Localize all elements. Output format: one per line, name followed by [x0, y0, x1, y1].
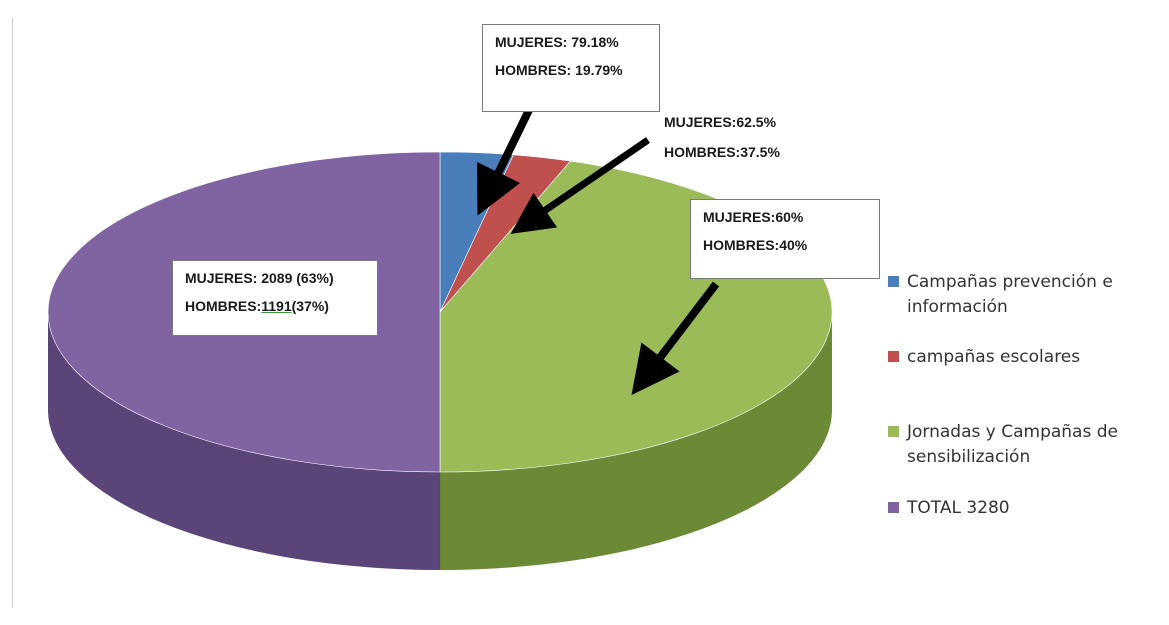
annotation-total-hombres-pct: (37%) [291, 298, 329, 314]
arrow-jornadas [631, 281, 720, 396]
arrow-escolares [510, 137, 650, 234]
annotation-escolares-mujeres: MUJERES:62.5% [664, 114, 777, 130]
annotation-total-hombres: HOMBRES:1191(37%) [185, 299, 365, 313]
legend-item-prevencion: Campañas prevención e información [888, 270, 1167, 320]
annotation-jornadas-hombres: HOMBRES:40% [703, 237, 808, 253]
annotation-total-hombres-count: 1191 [261, 298, 292, 314]
legend-label-prevencion: Campañas prevención e información [907, 272, 1113, 317]
pie-side-total [48, 312, 440, 570]
legend-swatch-escolares [888, 351, 899, 362]
annotation-prevencion-mujeres: MUJERES: 79.18% [495, 34, 619, 50]
annotation-total: MUJERES: 2089 (63%) HOMBRES:1191(37%) [172, 260, 378, 336]
legend-item-total: TOTAL 3280 [888, 496, 1167, 521]
legend-swatch-prevencion [888, 276, 899, 287]
legend-label-total: TOTAL 3280 [907, 498, 1010, 518]
annotation-total-mujeres: MUJERES: 2089 (63%) [185, 270, 334, 286]
legend-label-jornadas: Jornadas y Campañas de sensibilización [907, 422, 1118, 467]
legend-swatch-total [888, 502, 899, 513]
annotation-prevencion: MUJERES: 79.18% HOMBRES: 19.79% [482, 24, 660, 112]
annotation-escolares: MUJERES:62.5% HOMBRES:37.5% [664, 115, 780, 159]
annotation-prevencion-hombres: HOMBRES: 19.79% [495, 62, 623, 78]
arrow-prevencion [476, 106, 534, 216]
annotation-escolares-hombres: HOMBRES:37.5% [664, 144, 780, 160]
annotation-jornadas: MUJERES:60% HOMBRES:40% [690, 199, 880, 279]
legend-swatch-jornadas [888, 426, 899, 437]
annotation-arrow-group [476, 106, 720, 396]
pie-side-jornadas [440, 312, 832, 570]
annotation-jornadas-mujeres: MUJERES:60% [703, 209, 804, 225]
legend-item-jornadas: Jornadas y Campañas de sensibilización [888, 420, 1167, 470]
chart-left-border [12, 18, 13, 608]
legend-item-escolares: campañas escolares [888, 345, 1167, 370]
annotation-total-hombres-label: HOMBRES: [185, 298, 262, 314]
pie-side-group [48, 312, 832, 570]
legend-label-escolares: campañas escolares [907, 347, 1081, 367]
